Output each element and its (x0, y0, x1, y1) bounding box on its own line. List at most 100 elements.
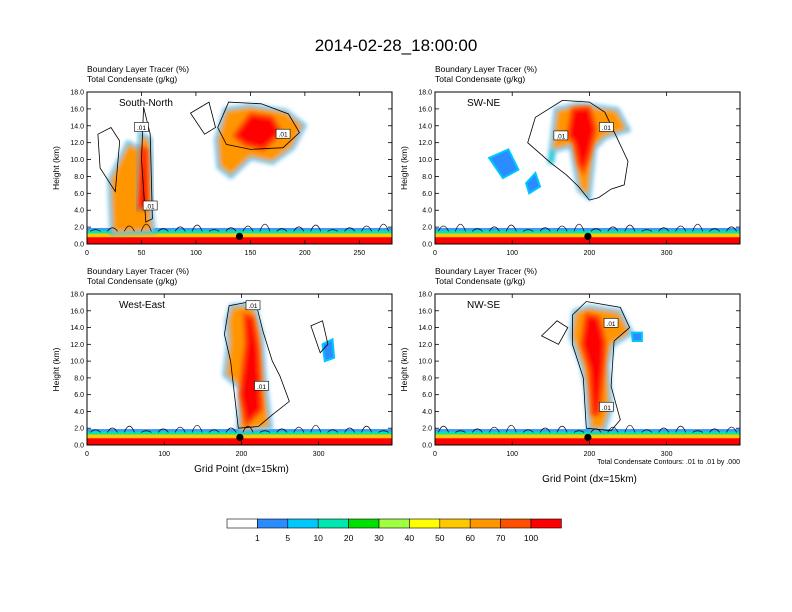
low-contour (522, 429, 534, 433)
y-tick-label: 8.0 (422, 174, 432, 181)
condensate-contour (141, 107, 153, 223)
low-contour (208, 229, 220, 232)
contour-label-box (599, 401, 614, 412)
y-axis-label: Height (km) (399, 347, 409, 391)
colorbar-label: 70 (496, 533, 506, 543)
low-contour (141, 430, 152, 433)
low-contour (438, 425, 449, 433)
low-contour (191, 224, 203, 232)
low-contour (726, 426, 737, 433)
panel-label: NW-SE (467, 300, 500, 311)
x-tick-label: 50 (138, 250, 146, 257)
low-contour (658, 227, 670, 232)
low-contour (90, 429, 101, 433)
low-contour (378, 223, 389, 232)
y-tick-label: 6.0 (422, 392, 432, 399)
y-tick-label: 4.0 (74, 208, 84, 215)
panel-label: West-East (119, 300, 165, 311)
low-contour (327, 229, 338, 232)
low-contour (327, 429, 339, 433)
cloud-blob (524, 171, 542, 195)
x-tick-label: 0 (85, 250, 89, 257)
condensate-contour (189, 101, 216, 135)
core (580, 312, 607, 417)
surface-contours (90, 424, 389, 433)
y-tick-label: 12.0 (418, 140, 432, 147)
panel-subtitle: Boundary Layer Tracer (%) (87, 266, 189, 276)
contour-label-box (553, 130, 569, 141)
low-contour (157, 428, 169, 433)
condensate-contour (310, 320, 329, 354)
colorbar-label: 50 (435, 533, 445, 543)
main-title: 2014-02-28_18:00:00 (315, 36, 478, 55)
low-contour (293, 226, 305, 232)
plot-frame (434, 293, 741, 446)
x-tick-label: 300 (661, 250, 673, 257)
low-contour (488, 426, 500, 433)
location-marker (584, 232, 592, 240)
y-tick-label: 14.0 (70, 325, 84, 332)
panel-label: South-North (119, 98, 173, 109)
low-contour (709, 428, 720, 433)
x-tick-label: 100 (506, 451, 518, 458)
plot-frame (86, 91, 393, 245)
low-contour (641, 229, 653, 232)
x-tick-label: 250 (353, 250, 365, 257)
low-contour (174, 226, 186, 232)
colorbar-label: 20 (344, 533, 354, 543)
x-tick-label: 0 (433, 250, 437, 257)
low-contour (259, 430, 271, 433)
low-contour (378, 430, 389, 433)
x-tick-label: 100 (190, 250, 202, 257)
colorbar-label: 40 (405, 533, 415, 543)
x-axis-label: Grid Point (dx=15km) (194, 464, 289, 475)
y-tick-label: 6.0 (74, 392, 84, 399)
low-contour (259, 223, 271, 232)
colorbar-label: 5 (285, 533, 290, 543)
contour-footnote: Total Condensate Contours: .01 to .01 by… (597, 459, 740, 466)
low-contour (539, 227, 551, 232)
shading (87, 300, 392, 445)
x-tick-label: 200 (236, 451, 248, 458)
plot-frame (86, 293, 393, 446)
y-tick-label: 16.0 (70, 308, 84, 315)
contour-label-box (254, 380, 269, 391)
x-axis-label: Grid Point (dx=15km) (542, 474, 637, 485)
panel-1: Boundary Layer Tracer (%)Total Condensat… (51, 64, 393, 257)
contour-label-box (245, 300, 261, 311)
y-tick-label: 18.0 (70, 90, 84, 97)
colorbar-swatch (409, 518, 441, 529)
x-tick-label: 300 (661, 451, 673, 458)
low-contour (624, 224, 636, 232)
contour-label-box (142, 200, 158, 211)
core-red (566, 105, 598, 176)
panel-4: Boundary Layer Tracer (%)Total Condensat… (399, 266, 741, 485)
low-contour (675, 425, 687, 433)
band-red (87, 438, 392, 445)
low-contour (361, 225, 372, 232)
y-tick-label: 14.0 (418, 123, 432, 130)
colorbar-swatch (530, 518, 562, 529)
cloud-blob (487, 148, 520, 180)
y-tick-label: 0.0 (422, 242, 432, 249)
y-tick-label: 0.0 (422, 443, 432, 450)
y-tick-label: 2.0 (422, 426, 432, 433)
low-contour (123, 225, 135, 232)
condensate-contour (572, 301, 631, 432)
colorbar-swatch (348, 518, 380, 529)
x-tick-label: 200 (299, 250, 311, 257)
low-contour (293, 426, 305, 433)
colorbar-label: 100 (524, 533, 538, 543)
y-tick-label: 14.0 (418, 325, 432, 332)
low-contour (658, 427, 670, 433)
core-red (580, 312, 607, 417)
contour-label-box (134, 122, 149, 132)
panel-subtitle: Total Condensate (g/kg) (435, 74, 525, 84)
x-tick-label: 0 (433, 451, 437, 458)
y-tick-label: 12.0 (418, 342, 432, 349)
contour-label: .01 (248, 303, 257, 310)
y-tick-label: 4.0 (422, 208, 432, 215)
low-contour (123, 425, 135, 433)
low-contour (692, 430, 703, 433)
